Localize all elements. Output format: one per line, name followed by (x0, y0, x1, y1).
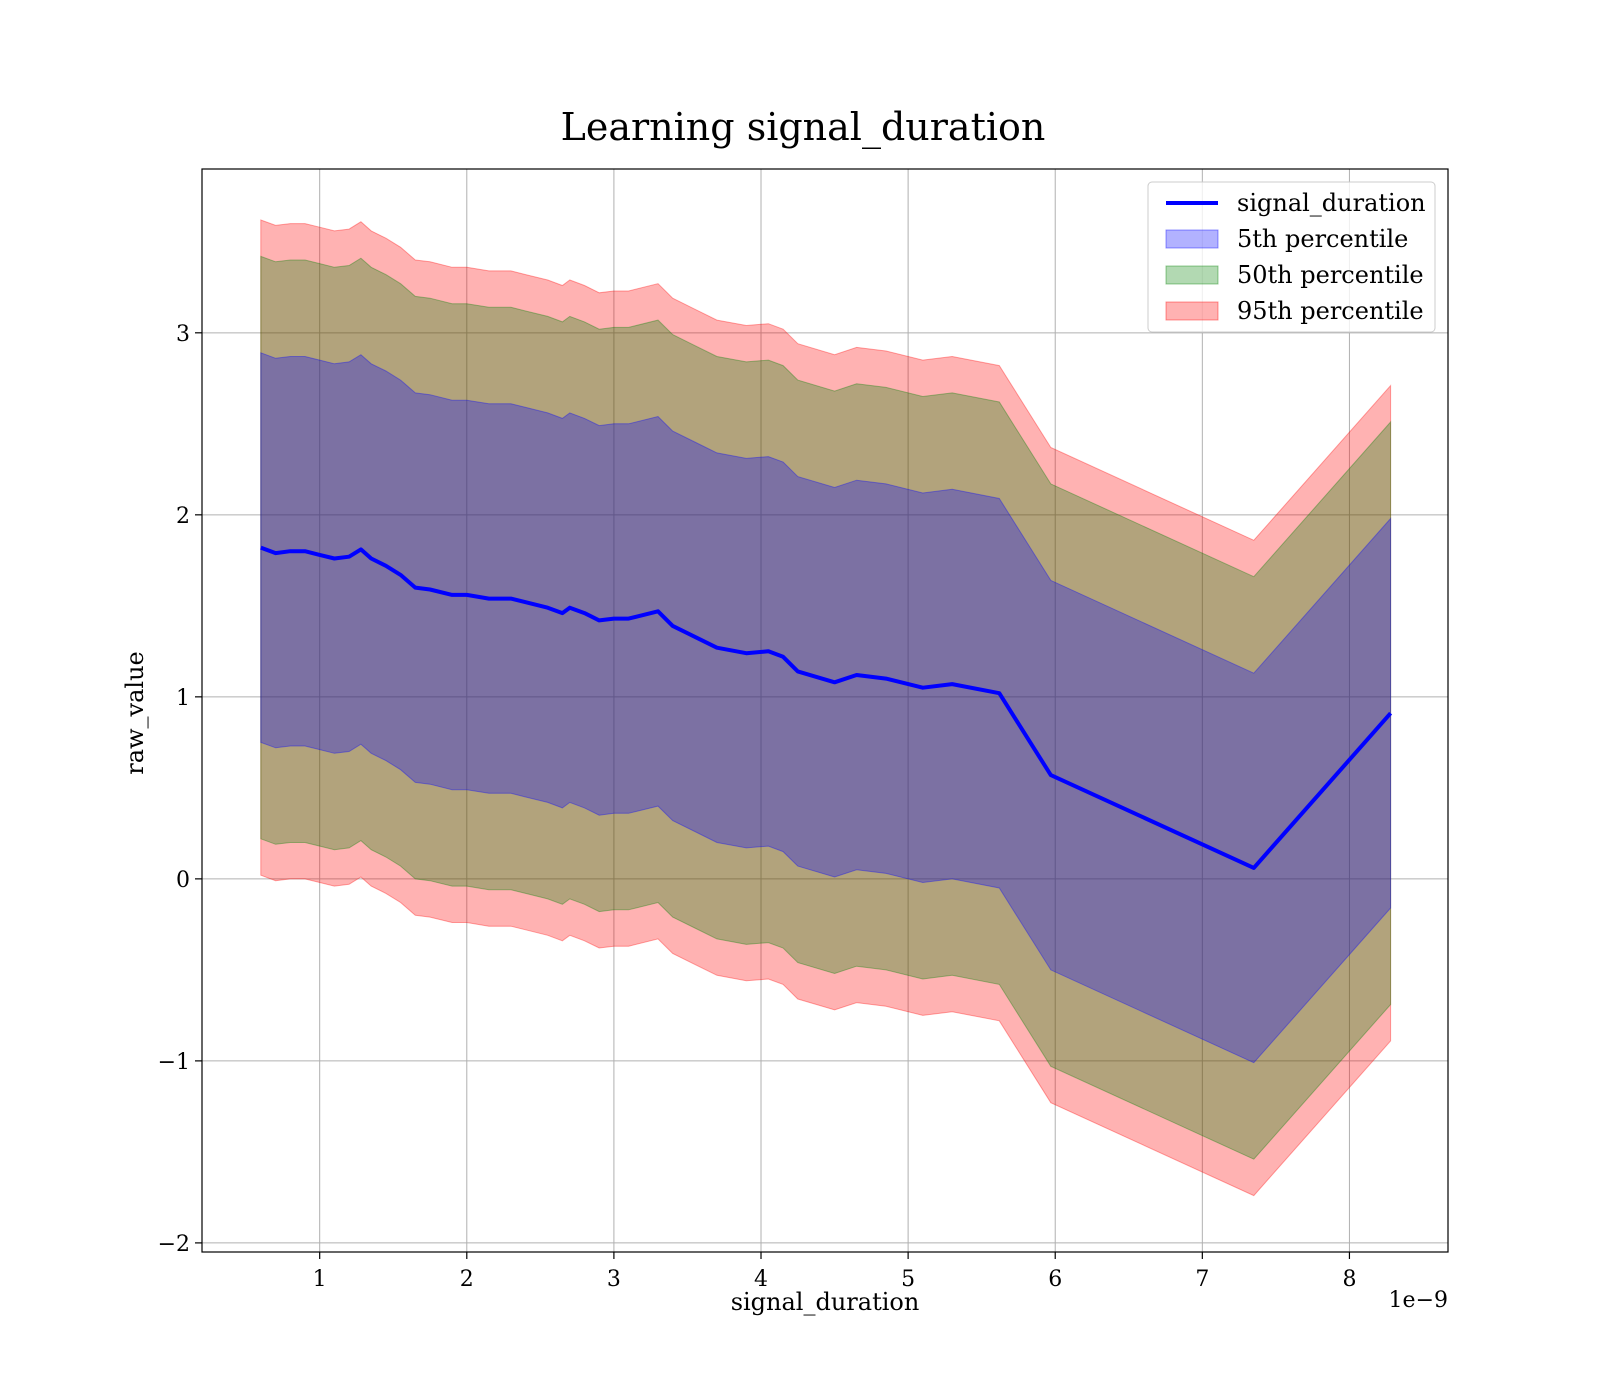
legend-swatch-95th-percentile (1165, 301, 1219, 321)
series-line-signal-duration (260, 545, 1393, 870)
x-tick-label-0: 1 (313, 1267, 327, 1292)
chart-title: Learning signal_duration (561, 105, 1046, 150)
y-tick-label-1: −1 (158, 1050, 190, 1075)
y-axis-ticks: −2 −1 0 1 2 3 (158, 322, 202, 1257)
band-95th-percentile (260, 219, 1392, 1197)
x-tick-label-7: 8 (1342, 1267, 1356, 1292)
x-axis-label: signal_duration (731, 1288, 920, 1316)
y-tick-label-4: 2 (176, 504, 190, 529)
x-tick-label-2: 3 (607, 1267, 621, 1292)
legend-swatch-50th-percentile (1165, 265, 1219, 285)
x-tick-label-6: 7 (1195, 1267, 1209, 1292)
legend-label-5th-percentile: 5th percentile (1237, 225, 1408, 253)
y-tick-label-5: 3 (176, 322, 190, 347)
band-5th-percentile (260, 352, 1392, 1064)
series-lines (260, 545, 1393, 870)
x-tick-label-1: 2 (460, 1267, 474, 1292)
y-tick-label-3: 1 (176, 686, 190, 711)
x-tick-label-3: 4 (754, 1267, 768, 1292)
legend-label-95th-percentile: 95th percentile (1237, 297, 1424, 325)
legend: signal_duration 5th percentile 50th percen… (1147, 181, 1436, 333)
legend-label-50th-percentile: 50th percentile (1237, 261, 1424, 289)
band-50th-percentile (260, 255, 1392, 1160)
x-axis-ticks: 1 2 3 4 5 6 7 8 (313, 1252, 1356, 1292)
x-tick-label-4: 5 (901, 1267, 915, 1292)
percentile-bands (260, 219, 1392, 1197)
y-tick-label-0: −2 (158, 1232, 190, 1257)
legend-label-signal-duration: signal_duration (1237, 189, 1426, 217)
x-axis-offset-text: 1e−9 (1389, 1288, 1448, 1313)
y-tick-label-2: 0 (176, 868, 190, 893)
legend-swatch-5th-percentile (1165, 229, 1219, 249)
plot-frame (201, 168, 1449, 1253)
x-tick-label-5: 6 (1048, 1267, 1062, 1292)
grid (202, 169, 1448, 1252)
y-axis-label: raw_value (121, 651, 149, 775)
legend-frame (1147, 181, 1436, 333)
